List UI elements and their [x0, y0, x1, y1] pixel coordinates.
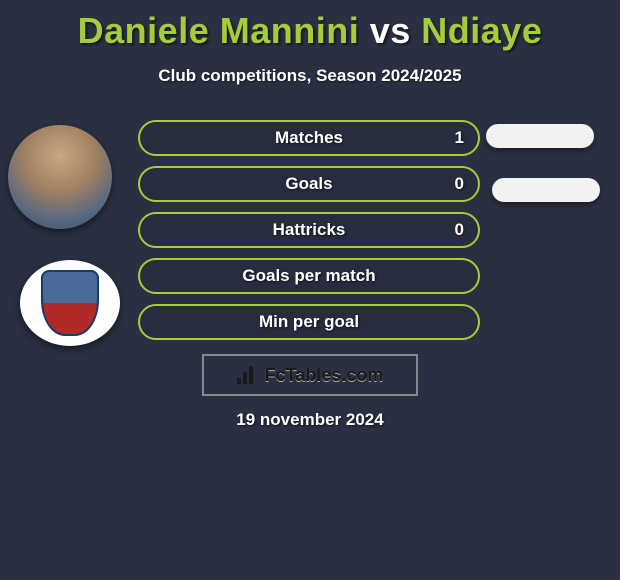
stat-row-goals-per-match: Goals per match: [138, 258, 480, 294]
stat-row-min-per-goal: Min per goal: [138, 304, 480, 340]
subtitle: Club competitions, Season 2024/2025: [0, 66, 620, 86]
watermark: FcTables.com: [202, 354, 418, 396]
stat-label: Goals: [140, 174, 478, 194]
stat-label: Hattricks: [140, 220, 478, 240]
date: 19 november 2024: [0, 410, 620, 430]
player2-bar-matches: [486, 124, 594, 148]
stat-label: Min per goal: [140, 312, 478, 332]
stats-table: Matches 1 Goals 0 Hattricks 0 Goals per …: [138, 120, 480, 350]
player1-name: Daniele Mannini: [78, 10, 360, 51]
stat-row-goals: Goals 0: [138, 166, 480, 202]
player2-bar-goals: [492, 178, 600, 202]
stat-label: Goals per match: [140, 266, 478, 286]
stat-label: Matches: [140, 128, 478, 148]
comparison-title: Daniele Mannini vs Ndiaye: [0, 0, 620, 52]
stat-row-matches: Matches 1: [138, 120, 480, 156]
bar-chart-icon: [237, 366, 259, 384]
club-crest-icon: [41, 270, 99, 336]
player1-club-badge: [20, 260, 120, 346]
stat-row-hattricks: Hattricks 0: [138, 212, 480, 248]
stat-value: 1: [455, 128, 464, 148]
vs-separator: vs: [370, 10, 411, 51]
stat-value: 0: [455, 174, 464, 194]
stat-value: 0: [455, 220, 464, 240]
watermark-text: FcTables.com: [265, 365, 384, 386]
player1-avatar: [8, 125, 112, 229]
player2-name: Ndiaye: [421, 10, 542, 51]
